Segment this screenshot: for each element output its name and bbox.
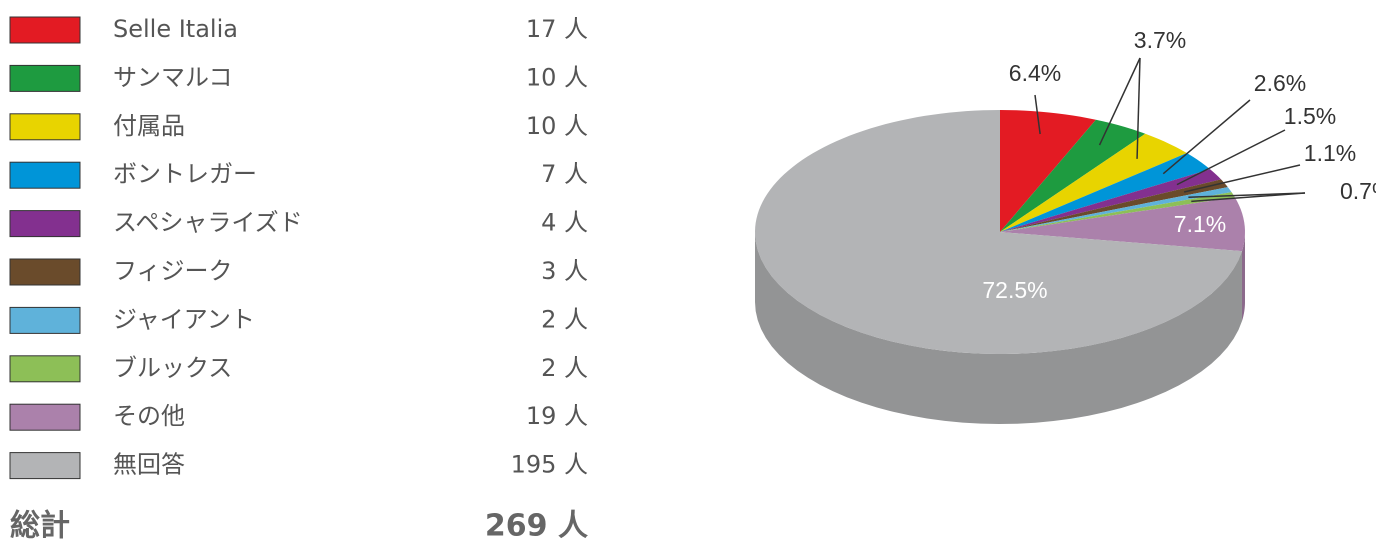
slice-label: 3.7% — [1134, 27, 1186, 53]
legend-name: 付属品 — [113, 112, 185, 140]
pie-side — [755, 232, 1242, 424]
total-label: 総計 — [10, 509, 70, 544]
slice-label: 2.6% — [1254, 70, 1306, 96]
legend-count: 10 人 — [526, 112, 588, 140]
legend-swatch — [9, 16, 81, 44]
slice-label: 1.1% — [1304, 140, 1356, 166]
pie-side — [1241, 232, 1245, 322]
slice-label: 1.5% — [1284, 103, 1336, 129]
pie-slice — [1000, 187, 1232, 232]
pie-slice — [1000, 110, 1096, 232]
leader-line — [1176, 129, 1286, 186]
legend-swatch — [9, 258, 81, 286]
legend-swatch — [9, 355, 81, 383]
pie-slice — [755, 110, 1242, 354]
legend-swatch — [9, 113, 81, 141]
pie-slice — [1000, 169, 1222, 232]
pie-slice — [1000, 179, 1228, 232]
legend-name: ボントレガー — [113, 160, 257, 188]
legend-name: その他 — [113, 402, 185, 430]
legend-swatch — [9, 306, 81, 334]
legend-count: 10 人 — [526, 63, 588, 91]
legend-count: 17 人 — [526, 15, 588, 43]
leader-line — [1098, 57, 1141, 146]
leader-line — [1034, 94, 1041, 135]
pie-slice — [1000, 192, 1235, 232]
slice-label: 7.1% — [1174, 211, 1226, 237]
legend-name: ブルックス — [113, 354, 232, 382]
slice-label: 0.7% — [1340, 178, 1376, 204]
legend-count: 7 人 — [541, 160, 588, 188]
pie-slice — [1000, 197, 1245, 252]
pie-slice — [1000, 133, 1187, 232]
legend-name: 無回答 — [113, 451, 185, 479]
legend-count: 3 人 — [541, 257, 588, 285]
slice-label: 72.5% — [982, 277, 1047, 303]
pie-slice — [1000, 119, 1146, 232]
total-value: 269 人 — [485, 509, 588, 544]
legend-count: 4 人 — [541, 209, 588, 237]
slice-label: 6.4% — [1009, 60, 1061, 86]
legend-swatch — [9, 64, 81, 92]
leader-line — [1183, 164, 1301, 193]
legend-count: 195 人 — [511, 451, 588, 479]
legend-count: 2 人 — [541, 305, 588, 333]
pie-slice — [1000, 153, 1211, 232]
legend-name: ジャイアント — [113, 305, 255, 333]
legend-swatch — [9, 210, 81, 238]
leader-line — [1162, 99, 1251, 175]
leader-line — [1136, 57, 1141, 159]
legend-swatch — [9, 452, 81, 480]
legend-count: 19 人 — [526, 402, 588, 430]
legend-name: フィジーク — [113, 257, 233, 285]
legend-swatch — [9, 403, 81, 431]
leader-line — [1191, 192, 1306, 203]
legend-count: 2 人 — [541, 354, 588, 382]
legend-swatch — [9, 161, 81, 189]
legend-name: スペシャライズド — [113, 209, 303, 237]
legend-name: Selle Italia — [113, 15, 238, 43]
legend-name: サンマルコ — [113, 63, 233, 91]
